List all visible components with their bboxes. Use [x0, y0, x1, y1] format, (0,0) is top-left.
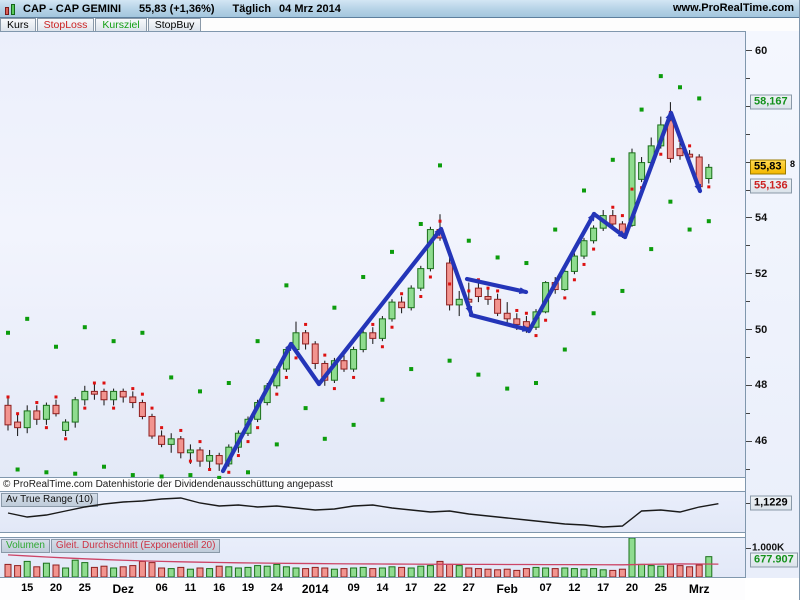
time-axis-day-label: 25 [654, 582, 667, 594]
price-minor-tick [746, 161, 750, 163]
atr-label: Av True Range (10) [1, 493, 99, 507]
price-minor-tick [746, 77, 750, 79]
price-minor-tick [746, 356, 750, 358]
price-value-box-green: 58,167 [750, 94, 792, 110]
time-axis-day-label: 12 [568, 582, 581, 594]
volume-panel[interactable]: Volumen Gleit. Durchschnitt (Exponentiel… [0, 537, 745, 578]
price-minor-tick [746, 412, 750, 414]
price-tick-label: 54 [755, 211, 768, 224]
time-axis-month-label: Dez [112, 582, 134, 596]
tab-kursziel[interactable]: Kursziel [95, 18, 147, 31]
atr-tick [746, 503, 751, 504]
time-axis: 15 20 25 Dez 06 11 16 19 24 2014 09 14 17 22 27 Feb 07 12… [0, 579, 745, 600]
volume-bars-plot [4, 538, 719, 577]
time-axis-day-label: 14 [376, 582, 389, 594]
tab-stopbuy[interactable]: StopBuy [147, 18, 202, 31]
time-axis-day-label: 15 [21, 582, 34, 594]
last-quote: 55,83 (+1,36%) [139, 2, 215, 15]
time-axis-day-label: 20 [625, 582, 639, 594]
volume-ma-label: Gleit. Durchschnitt (Exponentiell 20) [50, 539, 221, 553]
volume-ema-line [7, 554, 719, 566]
time-axis-month-label: Mrz [688, 582, 710, 596]
chart-tabs: Kurs StopLoss Kursziel StopBuy [0, 18, 799, 31]
time-axis-day-label: 17 [597, 582, 610, 594]
price-minor-tick [746, 468, 750, 470]
price-tick-label: 52 [755, 267, 768, 280]
instrument-name: CAP - CAP GEMINI [23, 2, 121, 15]
time-axis-day-label: 17 [405, 582, 418, 594]
time-axis-day-label: 24 [270, 582, 283, 594]
time-axis-month-label: Feb [496, 582, 518, 596]
price-extra-digit: 8 [790, 159, 796, 170]
date-label: 04 Mrz 2014 [279, 2, 341, 15]
candlestick-plot [4, 74, 713, 479]
price-value-box-last: 55,83 [750, 159, 786, 175]
time-axis-day-label: 22 [433, 582, 447, 594]
price-value-box-red: 55,136 [750, 178, 792, 194]
volume-label: Volumen [1, 539, 50, 553]
price-minor-tick [746, 245, 750, 247]
candles-layer [4, 102, 713, 471]
price-tick [746, 273, 752, 275]
volume-value-box: 677.907 [750, 552, 798, 568]
price-minor-tick [746, 105, 750, 107]
timeframe-label: Täglich [232, 2, 272, 15]
time-axis-day-label: 11 [184, 582, 197, 594]
price-axis: 60 54 52 50 48 46 58,167 55,83 8 55,136 1,1229 1.00… [745, 31, 799, 578]
time-axis-day-label: 09 [347, 582, 360, 594]
time-axis-month-label: 2014 [301, 582, 329, 596]
atr-value-box: 1,1229 [750, 495, 792, 511]
atr-line-plot [7, 497, 719, 528]
price-tick [746, 384, 752, 386]
volume-tick [746, 548, 751, 549]
copyright-note: © ProRealTime.com Datenhistorie der Divi… [0, 479, 745, 491]
red-dots-layer [6, 110, 711, 474]
volume-axis-label: 1.000K [752, 542, 785, 554]
time-axis-day-label: 07 [539, 582, 552, 594]
atr-line [7, 497, 719, 528]
price-tick [746, 329, 752, 330]
volume-bars [4, 538, 713, 577]
candlestick-icon [5, 3, 17, 15]
time-axis-day-label: 06 [155, 582, 168, 594]
price-tick [746, 50, 752, 51]
trend-arrows-layer [220, 110, 703, 474]
price-tick-label: 50 [755, 323, 768, 336]
prorealtime-url: www.ProRealTime.com [672, 2, 794, 14]
price-minor-tick [746, 133, 750, 135]
green-dots-layer [6, 74, 711, 479]
time-axis-day-label: 27 [462, 582, 475, 594]
price-minor-tick [746, 189, 750, 191]
title-bar: CAP - CAP GEMINI 55,83 (+1,36%) Täglich … [0, 0, 799, 18]
time-axis-day-label: 25 [78, 582, 91, 594]
tab-kurs[interactable]: Kurs [0, 18, 36, 31]
price-tick [746, 217, 752, 219]
price-tick-label: 48 [755, 379, 768, 392]
time-axis-day-label: 16 [213, 582, 226, 594]
price-chart-area[interactable] [0, 31, 745, 479]
tab-stoploss[interactable]: StopLoss [36, 18, 95, 31]
time-axis-day-label: 19 [241, 582, 255, 594]
price-tick-label: 60 [755, 44, 768, 57]
price-tick [746, 440, 752, 442]
price-tick-label: 46 [755, 435, 768, 448]
atr-panel[interactable]: Av True Range (10) [0, 491, 745, 533]
time-axis-day-label: 20 [49, 582, 63, 594]
price-minor-tick [746, 301, 750, 303]
